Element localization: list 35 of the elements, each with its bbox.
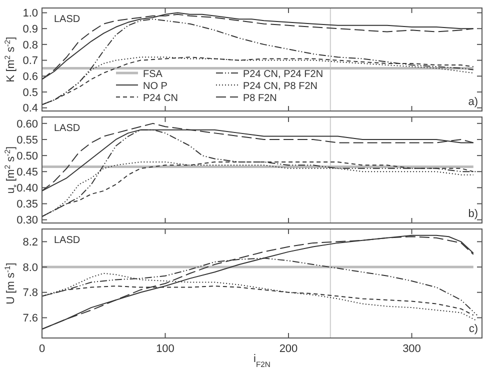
- legend-label: P24 CN: [143, 93, 178, 104]
- y-tick-label: 0.5: [22, 86, 38, 99]
- legend-label: P8 F2N: [243, 93, 277, 104]
- y-tick-label: 0.50: [16, 150, 38, 162]
- legend-label: NO P: [143, 81, 168, 92]
- y-tick-label: 1.0: [22, 8, 38, 20]
- legend-label: FSA: [143, 69, 163, 80]
- annotation: a): [468, 96, 478, 108]
- y-tick-label: 7.6: [22, 312, 38, 325]
- x-tick-label: 200: [279, 343, 298, 355]
- x-axis-title: i$_{F2N}$: [254, 353, 270, 368]
- annotation: LASD: [54, 14, 80, 25]
- x-tick-label: 300: [402, 343, 421, 355]
- legend-label: P24 CN, P8 F2N: [243, 81, 318, 92]
- legend-label: P24 CN, P24 F2N: [243, 69, 324, 80]
- y-tick-label: 8.0: [22, 262, 38, 274]
- y-tick-label: 8.2: [22, 236, 38, 249]
- y-tick-label: 0.40: [16, 182, 38, 195]
- y-tick-label: 0.8: [22, 39, 38, 52]
- x-tick-label: 0: [38, 343, 46, 355]
- annotation: LASD: [54, 235, 80, 246]
- annotation: c): [468, 323, 478, 335]
- y-tick-label: 7.8: [22, 287, 38, 300]
- y-tick-label: 0.55: [16, 134, 38, 146]
- y-tick-label: 0.9: [22, 23, 38, 36]
- y-tick-label: 0.7: [22, 55, 38, 68]
- y-tick-label: 0.45: [16, 166, 38, 178]
- y-tick-label: 0.60: [16, 118, 38, 130]
- y-tick-label: 0.35: [16, 198, 38, 211]
- y-tick-label: 0.4: [22, 102, 38, 115]
- annotation: b): [468, 208, 478, 220]
- x-tick-label: 100: [156, 343, 174, 355]
- y-tick-label: 0.6: [22, 70, 38, 83]
- y-tick-label: 0.30: [16, 214, 38, 227]
- annotation: LASD: [54, 123, 80, 134]
